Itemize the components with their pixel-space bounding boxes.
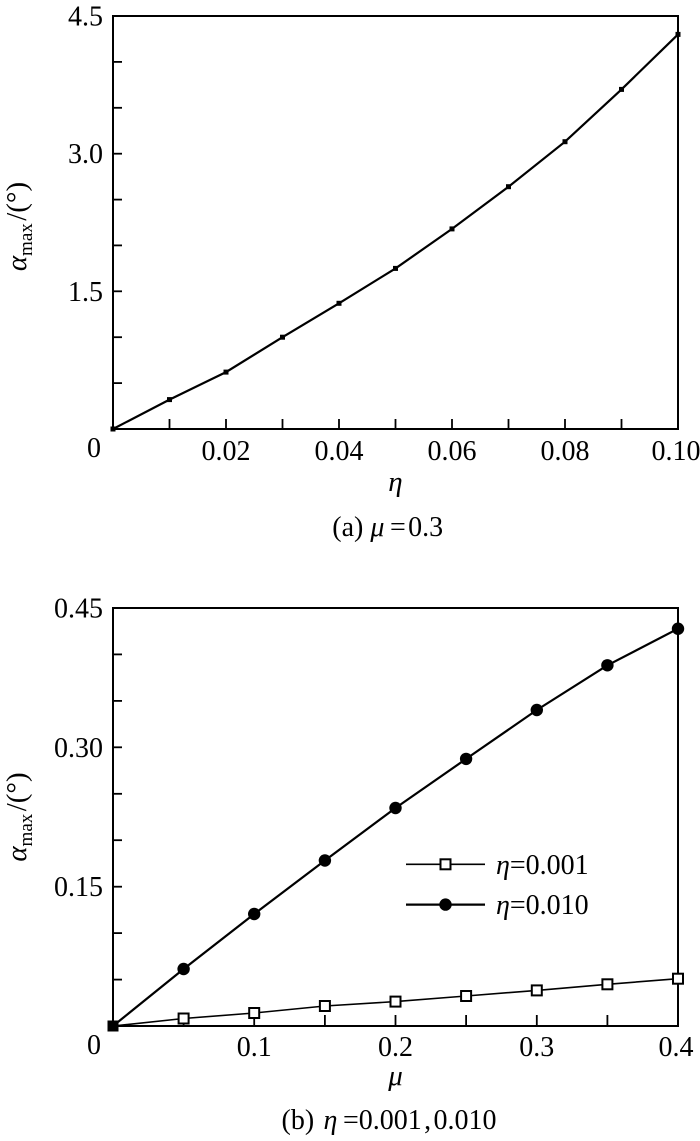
svg-text:0.15: 0.15 xyxy=(54,872,103,903)
svg-text:1.5: 1.5 xyxy=(68,277,103,308)
svg-text:(a) μ = 0.3: (a) μ = 0.3 xyxy=(332,512,443,543)
svg-text:0.04: 0.04 xyxy=(315,436,364,467)
svg-text:0: 0 xyxy=(87,1030,101,1061)
svg-text:0.10: 0.10 xyxy=(652,436,700,467)
svg-text:η: η xyxy=(388,466,402,498)
svg-text:0: 0 xyxy=(87,433,101,464)
svg-text:η=0.010: η=0.010 xyxy=(496,890,589,921)
svg-text:0.3: 0.3 xyxy=(519,1032,554,1063)
svg-text:η=0.001: η=0.001 xyxy=(496,850,589,881)
svg-text:0.06: 0.06 xyxy=(428,436,477,467)
svg-text:μ: μ xyxy=(387,1060,403,1092)
svg-text:4.5: 4.5 xyxy=(68,2,103,33)
svg-text:0.02: 0.02 xyxy=(202,436,251,467)
svg-text:0.2: 0.2 xyxy=(378,1032,413,1063)
svg-text:0.30: 0.30 xyxy=(54,733,103,764)
svg-text:0.1: 0.1 xyxy=(237,1032,272,1063)
svg-text:0.45: 0.45 xyxy=(54,594,103,625)
svg-text:3.0: 3.0 xyxy=(68,139,103,170)
svg-text:αmax /(°): αmax /(°) xyxy=(1,772,37,861)
svg-text:(b) η =0.001 , 0.010: (b) η =0.001 , 0.010 xyxy=(282,1105,497,1136)
svg-text:0.08: 0.08 xyxy=(541,436,590,467)
svg-text:αmax /(°): αmax /(°) xyxy=(1,182,37,271)
svg-text:0.4: 0.4 xyxy=(659,1032,694,1063)
